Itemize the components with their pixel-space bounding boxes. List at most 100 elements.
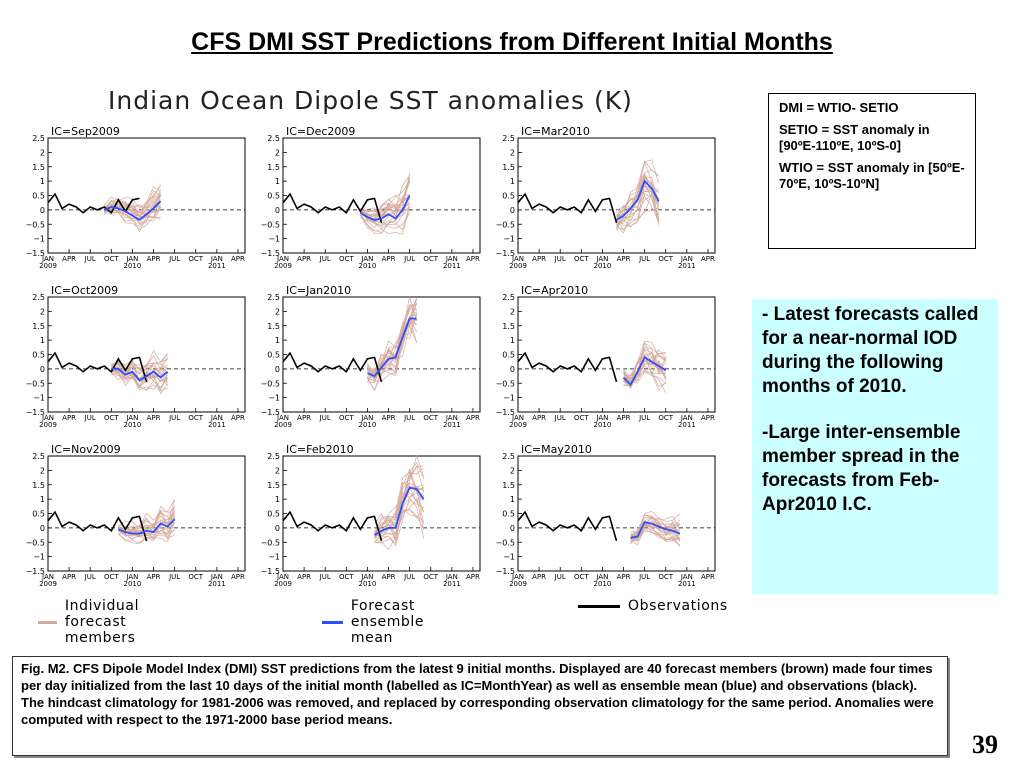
y-tick-label: 2 <box>40 307 45 316</box>
y-tick-label: 1.5 <box>267 163 280 172</box>
forecast-member-line <box>374 467 424 536</box>
forecast-member-line <box>360 180 410 213</box>
x-tick-label: JAN <box>595 255 608 263</box>
y-tick-label: 1.5 <box>32 481 45 490</box>
y-tick-label: −1 <box>268 394 280 403</box>
x-tick-label: APR <box>147 255 161 263</box>
ensemble-mean-line <box>103 200 162 222</box>
x-tick-label: OCT <box>104 414 119 422</box>
y-tick-label: 2 <box>275 148 280 157</box>
x-tick-label: APR <box>617 573 631 581</box>
y-tick-label: −0.5 <box>261 379 280 388</box>
panel-label: IC=Apr2010 <box>521 284 588 297</box>
panel-label: IC=Dec2009 <box>286 125 355 138</box>
y-tick-label: 1 <box>275 495 280 504</box>
forecast-member-line <box>623 349 666 381</box>
forecast-member-line <box>630 510 681 535</box>
x-tick-label: APR <box>297 255 311 263</box>
x-tick-label: OCT <box>104 255 119 263</box>
forecast-member-line <box>623 355 667 383</box>
x-tick-label: APR <box>532 255 546 263</box>
ensemble-mean-line <box>373 486 425 536</box>
forecast-member-line <box>360 195 410 234</box>
x-tick-label: OCT <box>574 414 589 422</box>
x-tick-label: APR <box>231 255 245 263</box>
x-tick-label: JAN <box>680 255 693 263</box>
forecast-member-line <box>374 482 424 535</box>
x-tick-label: OCT <box>423 414 438 422</box>
x-tick-label: OCT <box>339 414 354 422</box>
x-tick-label: JUL <box>638 573 650 581</box>
y-tick-label: −0.5 <box>26 379 45 388</box>
y-tick-label: 2 <box>510 307 515 316</box>
y-tick-label: −0.5 <box>26 220 45 229</box>
x-tick-label: APR <box>382 414 396 422</box>
y-tick-label: −0.5 <box>261 220 280 229</box>
year-label: 2011 <box>678 262 696 270</box>
x-tick-label: OCT <box>188 573 203 581</box>
observation-line <box>282 192 383 224</box>
x-tick-label: APR <box>382 255 396 263</box>
x-tick-label: JUL <box>168 573 180 581</box>
panel-label: IC=Oct2009 <box>51 284 118 297</box>
x-tick-label: JAN <box>511 414 524 422</box>
forecast-member-line <box>616 160 659 217</box>
x-tick-label: OCT <box>339 255 354 263</box>
y-tick-label: 0 <box>275 206 280 215</box>
y-tick-label: −0.5 <box>26 538 45 547</box>
x-tick-label: APR <box>701 255 715 263</box>
year-label: 2009 <box>274 580 292 588</box>
x-tick-label: JAN <box>680 573 693 581</box>
y-tick-label: 0.5 <box>502 351 515 360</box>
y-tick-label: 2 <box>275 307 280 316</box>
x-tick-label: OCT <box>423 573 438 581</box>
year-label: 2011 <box>443 421 461 429</box>
y-tick-label: 1 <box>275 177 280 186</box>
forecast-member-line <box>367 296 418 374</box>
forecast-member-line <box>623 348 667 381</box>
forecast-member-line <box>104 195 161 220</box>
year-label: 2009 <box>274 262 292 270</box>
y-tick-label: 2 <box>510 466 515 475</box>
year-label: 2011 <box>678 580 696 588</box>
observation-line <box>282 351 383 383</box>
legend-swatch-obs <box>578 604 620 608</box>
y-tick-label: 2 <box>510 148 515 157</box>
forecast-member-line <box>103 203 161 225</box>
x-tick-label: JAN <box>125 573 138 581</box>
y-tick-label: 2.5 <box>502 134 515 143</box>
forecast-member-line <box>104 194 161 228</box>
observation-line <box>282 510 383 542</box>
slide-title: CFS DMI SST Predictions from Different I… <box>191 28 833 56</box>
forecast-member-line <box>360 175 410 221</box>
x-tick-label: JAN <box>276 255 289 263</box>
panel-frame <box>47 137 246 254</box>
year-label: 2011 <box>208 580 226 588</box>
forecast-member-line <box>111 372 168 389</box>
legend-label-mean: Forecast ensemble mean <box>350 598 425 646</box>
x-tick-label: JUL <box>319 573 331 581</box>
observation-line <box>517 351 618 383</box>
x-tick-label: OCT <box>339 573 354 581</box>
panel-frame <box>517 296 716 413</box>
legend-item-mean: Forecast ensemble mean <box>322 598 445 646</box>
x-tick-label: JAN <box>360 414 373 422</box>
y-tick-label: 2.5 <box>267 134 280 143</box>
y-tick-label: 0.5 <box>502 192 515 201</box>
y-tick-label: −1 <box>33 553 45 562</box>
x-tick-label: JUL <box>638 414 650 422</box>
year-label: 2010 <box>124 262 142 270</box>
y-tick-label: 0.5 <box>267 351 280 360</box>
y-tick-label: −1 <box>268 235 280 244</box>
x-tick-label: JAN <box>445 573 458 581</box>
y-tick-label: −1.5 <box>26 249 45 258</box>
legend-label-obs: Observations <box>628 598 728 614</box>
forecast-member-line <box>374 454 425 534</box>
observation-line <box>47 351 148 383</box>
x-tick-label: APR <box>382 573 396 581</box>
